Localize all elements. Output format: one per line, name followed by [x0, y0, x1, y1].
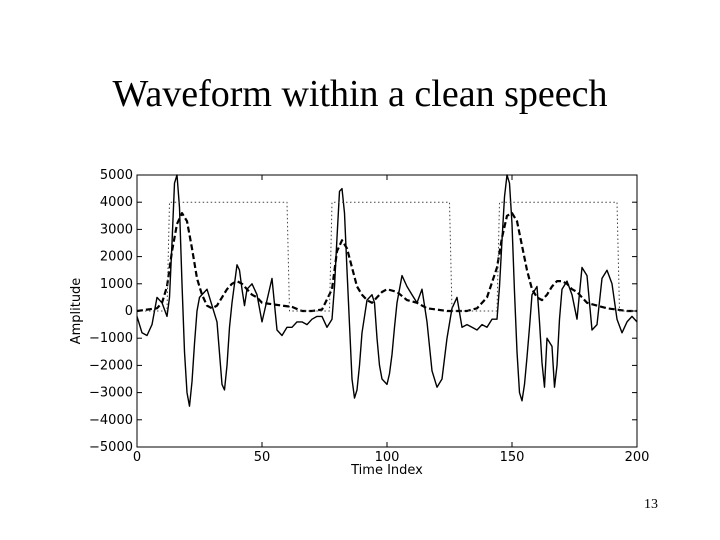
x-tick-label: 50 [254, 450, 271, 465]
x-tick-label: 0 [133, 450, 141, 465]
y-tick-label: 5000 [100, 168, 133, 183]
y-tick-label: 3000 [100, 222, 133, 237]
x-tick-label: 150 [500, 450, 525, 465]
plot-border [136, 174, 638, 448]
plot-frame [136, 174, 638, 448]
y-tick-label: 4000 [100, 195, 133, 210]
waveform-chart: 0 50 100 150 200 −5000 −4000 −3000 −2000 −1000 0 10… [69, 168, 649, 475]
y-tick-label: 0 [125, 304, 133, 319]
y-tick-label: 2000 [100, 250, 133, 265]
y-tick-label: 1000 [100, 277, 133, 292]
series-line-dotted [137, 201, 637, 312]
x-axis-label: Time Index [350, 463, 423, 475]
y-tick-label: −5000 [89, 440, 133, 455]
y-axis-label: Amplitude [69, 278, 84, 345]
y-tick-label: −3000 [89, 386, 133, 401]
y-tick-label: −2000 [89, 358, 133, 373]
y-tick-label: −4000 [89, 413, 133, 428]
series-layer [136, 174, 638, 407]
ticks-layer: 0 50 100 150 200 −5000 −4000 −3000 −2000 −1000 0 10… [89, 168, 649, 465]
series-line-dashed [136, 211, 637, 313]
x-tick-label: 100 [375, 450, 400, 465]
y-tick-label: −1000 [89, 331, 133, 346]
series-line-solid [136, 174, 638, 407]
slide-title: Waveform within a clean speech [112, 73, 608, 115]
x-tick-label: 200 [625, 450, 650, 465]
page-number: 13 [644, 497, 658, 512]
